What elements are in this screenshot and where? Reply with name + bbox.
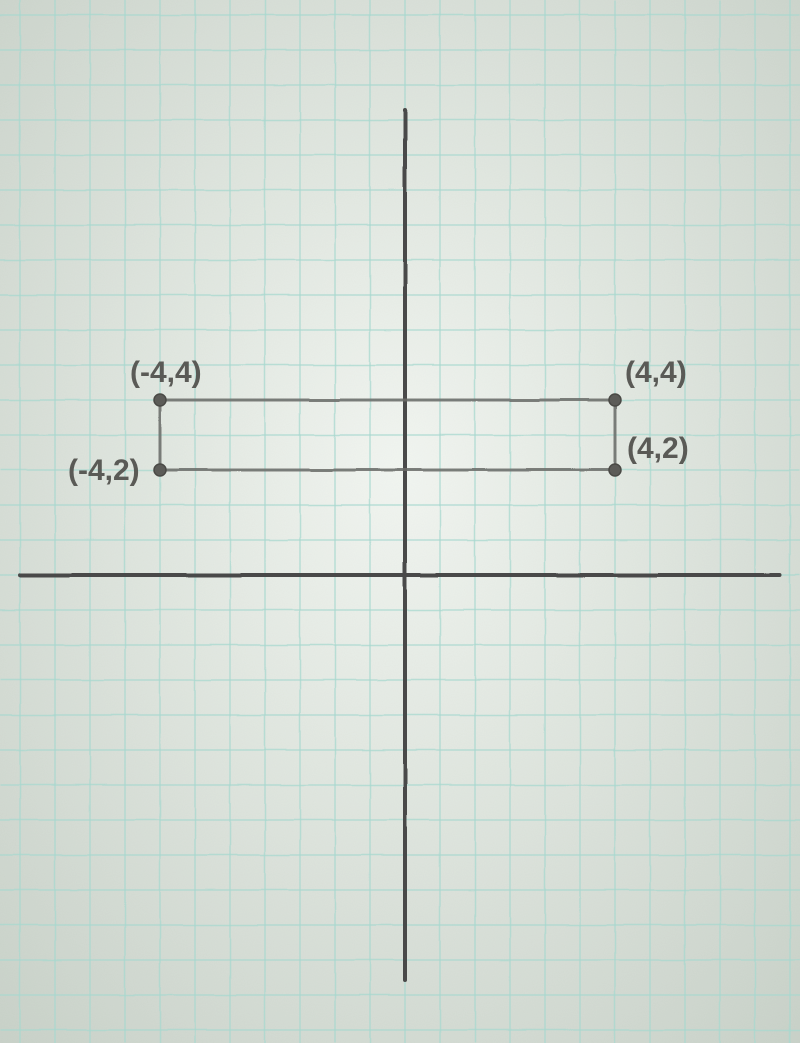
point-label: (4,2) (627, 432, 689, 465)
point-marker (154, 394, 166, 406)
point-marker (609, 394, 621, 406)
point-label: (-4,2) (68, 454, 140, 487)
point-label: (-4,4) (130, 356, 202, 389)
point-marker (154, 464, 166, 476)
coordinate-plane: (-4,4) (4,4) (4,2) (-4,2) (0, 0, 800, 1043)
point-marker (609, 464, 621, 476)
point-label: (4,4) (625, 356, 687, 389)
graph-paper-background (0, 0, 800, 1043)
